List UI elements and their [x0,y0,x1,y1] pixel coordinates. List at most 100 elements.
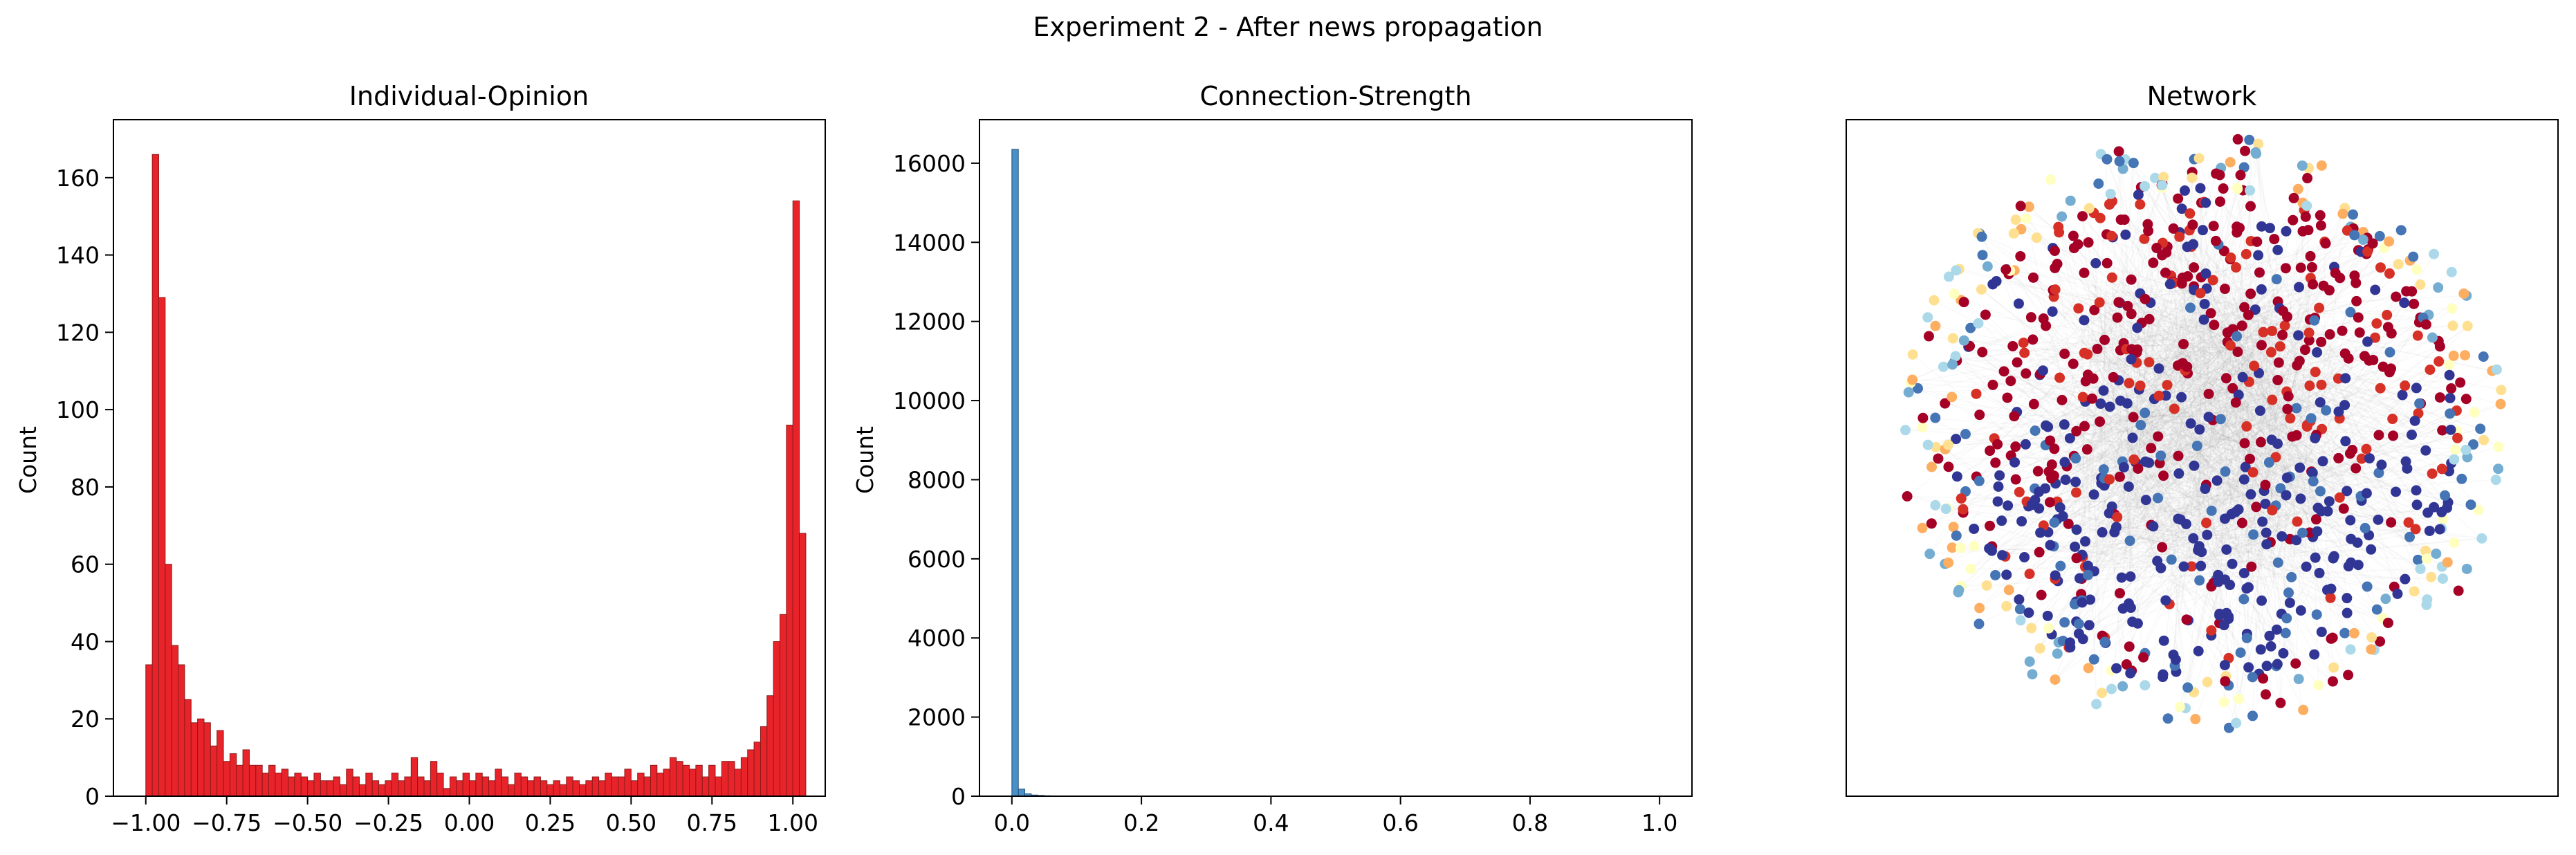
network-node [2281,490,2292,501]
network-edge [2084,398,2206,490]
network-node [2211,475,2223,486]
network-node [2411,485,2422,496]
opinion-histogram-bar [676,761,683,797]
network-edge [2110,176,2164,398]
network-edge [2112,241,2217,494]
network-node [2318,280,2329,291]
network-node [1938,361,1949,372]
opinion-histogram-bar [643,776,651,797]
network-edge [2132,437,2179,538]
network-node [2104,508,2115,519]
network-node [2124,641,2135,652]
network-node [2073,303,2084,314]
network-edge [2084,351,2308,426]
network-node [2166,554,2177,565]
network-node [2202,529,2213,540]
network-node [2245,489,2256,500]
network-edge [2193,495,2362,563]
network-edge [2290,387,2417,410]
network-node [2305,250,2316,261]
network-node [2021,213,2032,224]
network-node [2272,557,2283,568]
network-edge [2299,534,2381,642]
network-node [2238,567,2250,578]
network-edge [2084,309,2288,542]
network-edge [1927,401,2129,445]
network-node [2020,439,2031,450]
network-edge [2092,416,2209,541]
opinion-histogram-bar [656,772,664,797]
network-node [1942,439,1953,450]
network-edge [2202,524,2307,567]
network-edge [2115,555,2405,580]
figure-suptitle: Experiment 2 - After news propagation [1033,12,1543,42]
opinion-histogram-bar [585,780,593,797]
opinion-histogram-bar [210,745,218,797]
network-edge [2086,218,2101,423]
network-edge [2193,291,2349,359]
opinion-histogram-xtick-label: −0.75 [192,809,261,836]
network-node [2361,488,2372,499]
network-edge [2179,232,2267,359]
network-node [2126,353,2137,365]
network-edge [2223,490,2321,572]
network-node [2340,436,2351,447]
opinion-histogram-bar [533,776,541,797]
network-node [2125,603,2136,614]
network-node [2239,438,2250,449]
network-node [2276,531,2288,542]
opinion-histogram-xtick-label: −0.25 [353,809,423,836]
network-edge [2081,267,2237,486]
network-edge [2091,396,2288,479]
network-edge [2182,344,2245,474]
network-node [2245,185,2256,196]
network-edge [2224,457,2317,520]
network-node [2306,261,2317,273]
opinion-histogram-panel: Individual-Opinion Count −1.00 −0.75 −0.50… [15,81,826,836]
network-edge [2137,247,2384,344]
network-edge [2054,289,2106,380]
network-edge [2221,521,2298,556]
network-edge [2219,201,2292,369]
network-edge [2136,307,2280,389]
network-edge [2305,374,2481,430]
network-node [2493,463,2504,475]
network-node [2333,452,2344,463]
network-node [2003,500,2014,511]
network-node [2027,272,2039,283]
network-edge [2205,484,2250,576]
network-node [2097,688,2108,699]
network-edge [1968,346,2308,556]
network-edge [2175,421,2479,511]
network-node [2123,481,2134,492]
network-node [2303,335,2315,346]
network-edge [1976,293,2139,394]
network-node [2241,248,2252,259]
network-node [1931,441,1942,452]
network-edge [2124,333,2133,671]
network-edge [2165,388,2206,601]
network-edge [2208,428,2481,499]
opinion-histogram-bar [462,772,470,797]
network-edge [2131,404,2187,623]
opinion-histogram-bar [475,772,483,797]
network-edge [2081,333,2392,554]
network-edge [2223,402,2412,436]
network-node [1958,335,1969,346]
network-node [2023,201,2034,212]
opinion-histogram-xtick-label: 0.00 [444,809,495,836]
network-node [2478,434,2490,445]
network-edge [2210,351,2238,375]
network-node [1960,429,1971,440]
network-edge [2088,343,2161,376]
network-edge [2095,253,2367,358]
network-node [2442,557,2453,568]
network-node [2324,496,2335,507]
network-node [2133,463,2144,474]
network-edge [2214,378,2339,551]
network-edge [2229,477,2232,515]
network-edge [2089,443,2152,526]
network-edge [2129,237,2180,437]
network-edge [2216,537,2271,543]
network-node [2071,425,2082,436]
